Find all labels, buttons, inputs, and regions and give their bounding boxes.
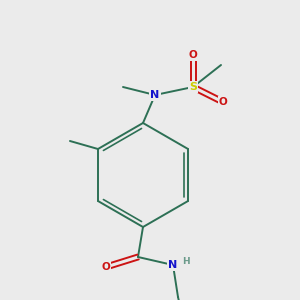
Text: O: O <box>102 262 110 272</box>
Text: O: O <box>219 97 227 107</box>
Text: O: O <box>189 50 197 60</box>
Text: N: N <box>168 260 178 270</box>
Text: N: N <box>150 90 160 100</box>
Text: S: S <box>189 82 197 92</box>
Text: H: H <box>182 256 190 266</box>
